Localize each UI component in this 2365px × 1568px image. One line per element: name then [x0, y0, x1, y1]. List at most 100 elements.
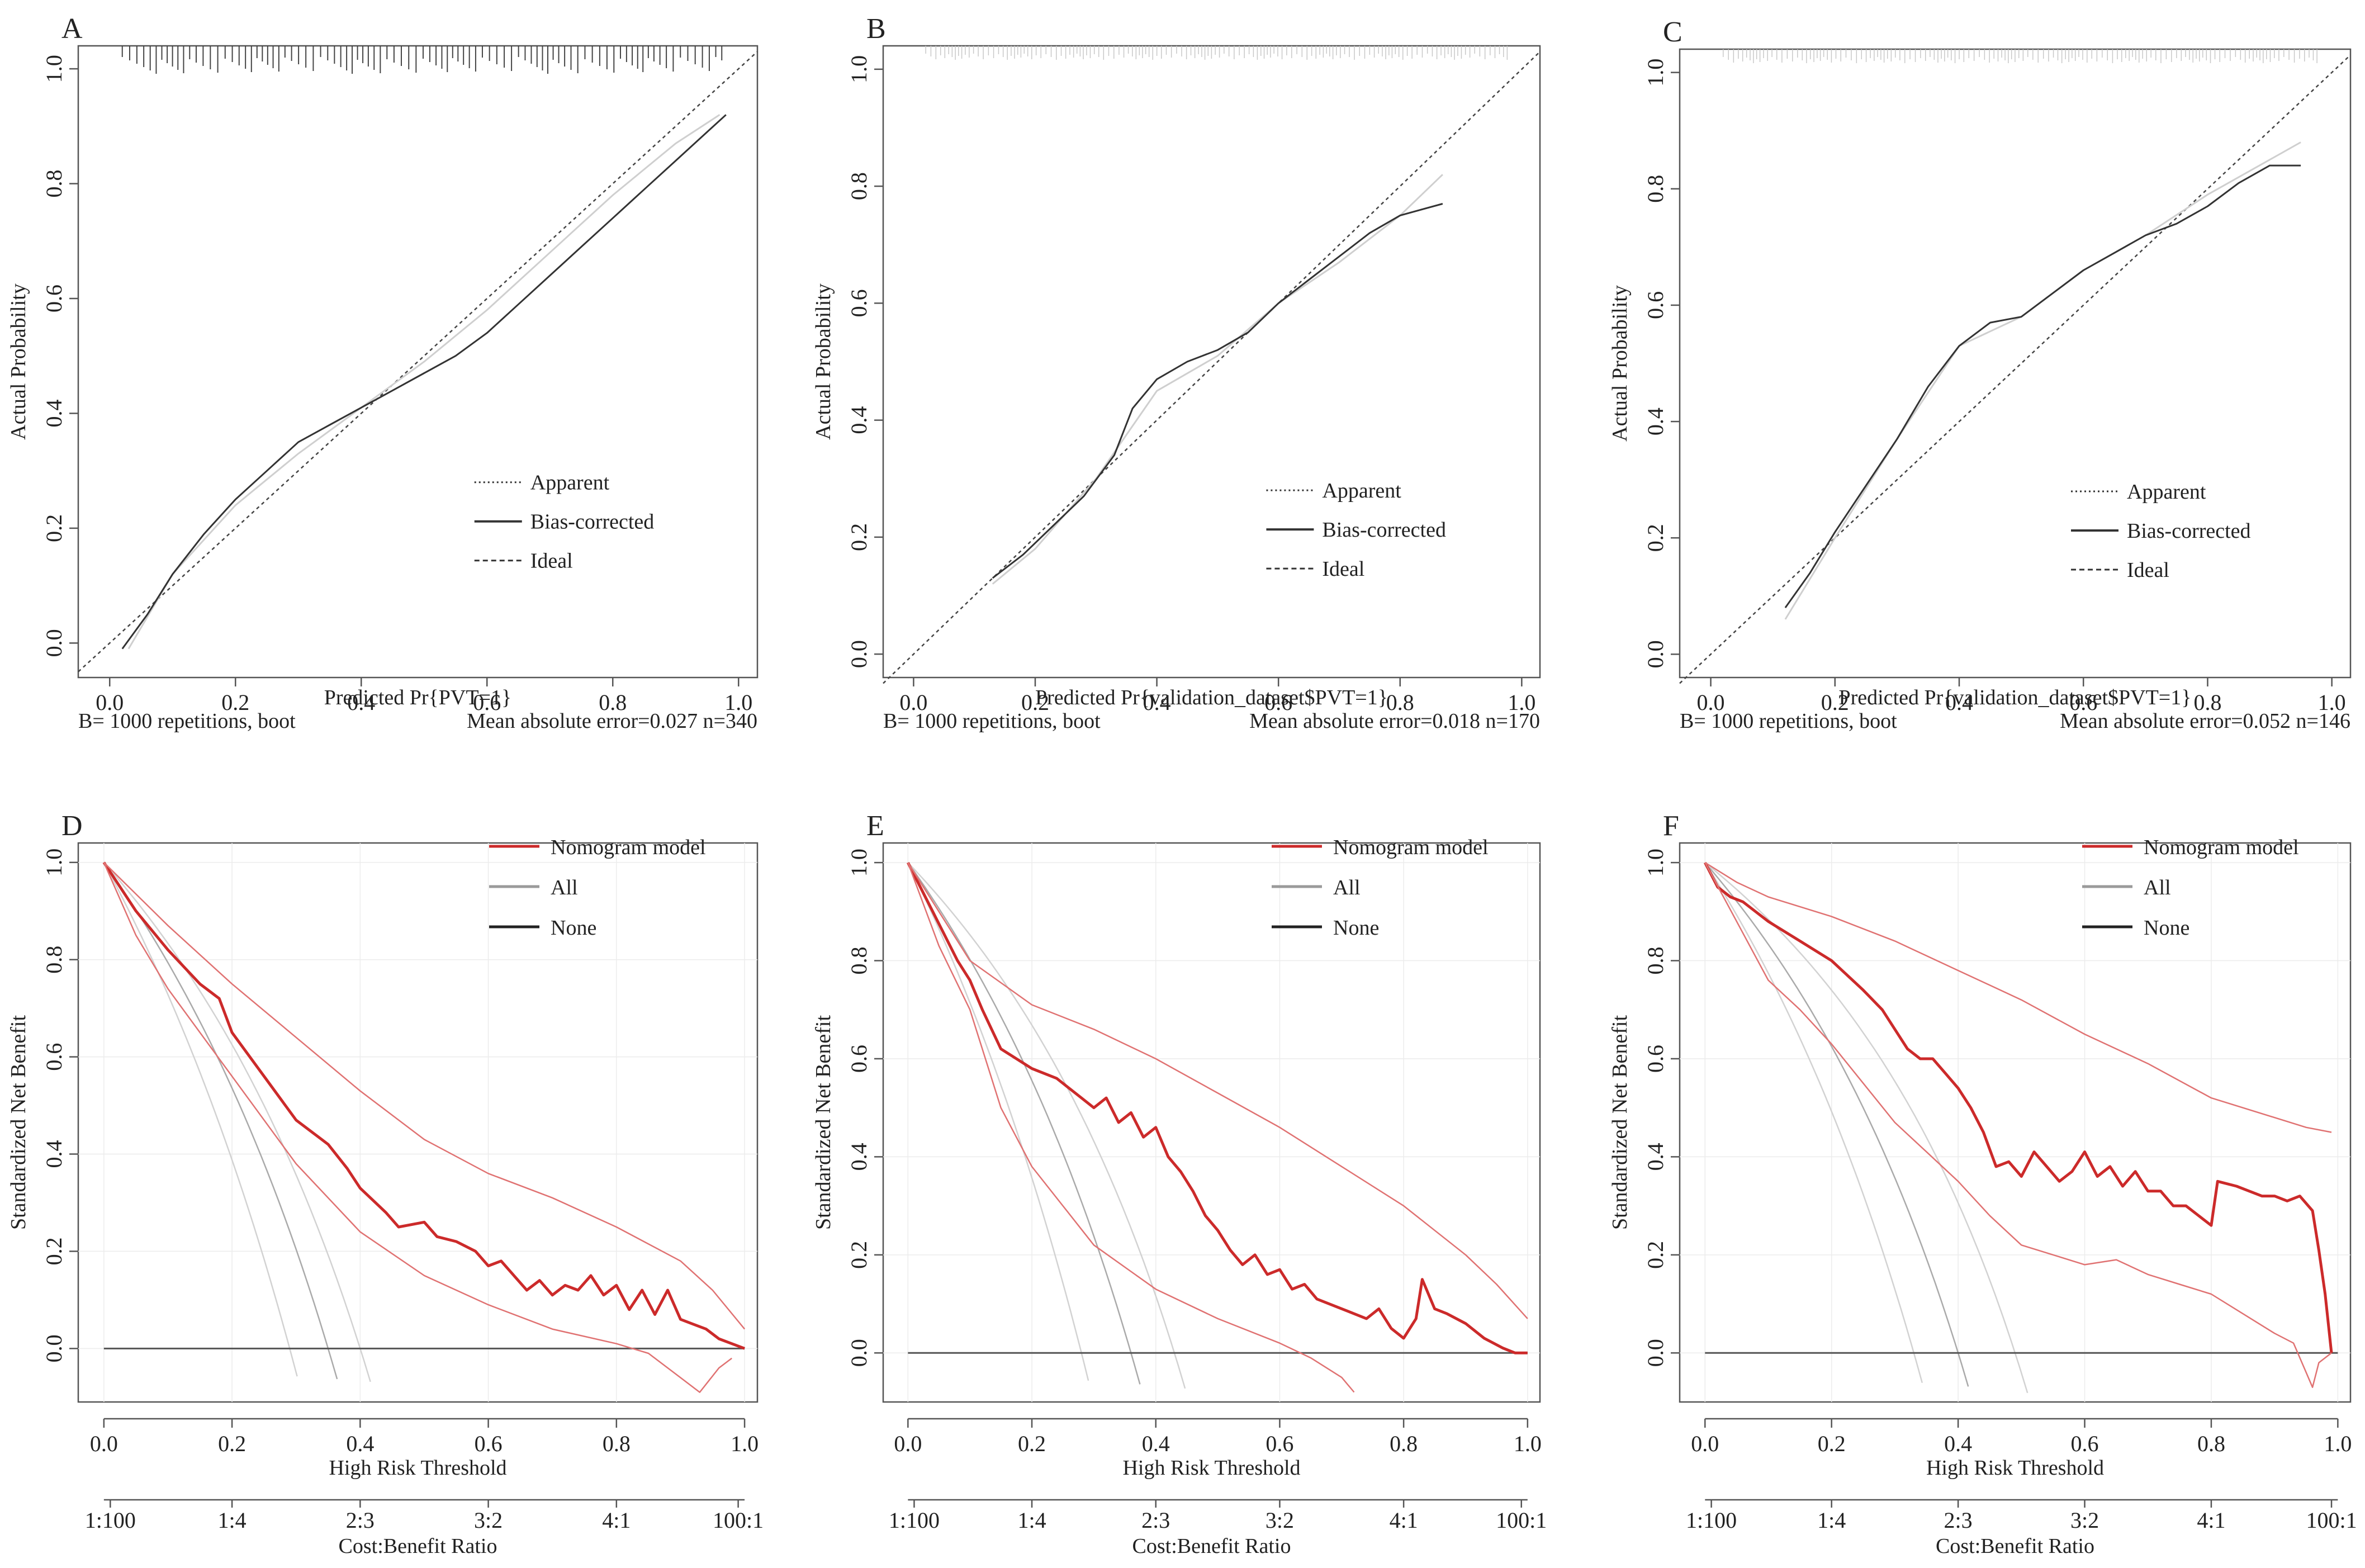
x-tick-label: 0.4	[1142, 1431, 1170, 1456]
panel-label: E	[866, 810, 884, 842]
bias-corrected-line	[1784, 164, 2301, 608]
y-tick-label: 0.6	[1643, 1045, 1668, 1073]
y-tick-label: 0.2	[41, 1237, 67, 1265]
nomogram-ci-lower	[103, 862, 732, 1393]
panel-b: B 0.0 0.2 0.4 0.6 0.8 1.0 0.0 0.2 0.4 0.6 0.8 1.0 Pre…	[812, 13, 1541, 733]
x-axis-label: Predicted Pr{validation_dataset$PVT=1}	[1035, 686, 1388, 709]
plot-frame	[77, 842, 759, 1403]
y-tick-label: 1.0	[41, 849, 67, 877]
legend-label: None	[2144, 916, 2189, 940]
plot-frame	[1679, 842, 2352, 1403]
y-tick-label: 0.8	[846, 172, 871, 200]
legend-label: None	[551, 916, 596, 940]
x-tick-label: 0.2	[1821, 690, 1849, 715]
x-axis: 0.0 0.2 0.4 0.6 0.8 1.0	[899, 678, 1535, 715]
cost-benefit-tick-label: 1:4	[1017, 1508, 1046, 1533]
x-tick-label: 0.8	[2193, 690, 2221, 715]
y-tick-label: 0.0	[846, 1339, 871, 1367]
plot-frame	[882, 45, 1541, 679]
x-axis-label: High Risk Threshold	[1122, 1456, 1300, 1480]
footer-mean-absolute-error: Mean absolute error=0.052 n=146	[2060, 709, 2350, 733]
cost-benefit-axis: 1:100 1:4 2:3 3:2 4:1 100:1 Cost:Benefit Ratio	[889, 1499, 1547, 1558]
legend-label: Bias-corrected	[530, 510, 655, 534]
legend-label: All	[1333, 876, 1361, 899]
y-tick-label: 1.0	[846, 55, 871, 83]
x-tick-label: 0.6	[473, 690, 501, 715]
y-tick-label: 0.2	[41, 514, 67, 542]
cost-benefit-label: Cost:Benefit Ratio	[339, 1534, 497, 1558]
nomogram-ci-upper	[1704, 862, 2332, 1133]
y-tick-label: 0.2	[846, 523, 871, 551]
x-axis-label: High Risk Threshold	[1926, 1456, 2104, 1480]
plot-frame	[1679, 48, 2352, 679]
legend-label: Ideal	[1322, 557, 1364, 581]
ideal-line	[78, 51, 758, 672]
y-tick-label: 0.2	[1643, 524, 1668, 552]
x-tick-label: 1.0	[2318, 690, 2346, 715]
y-tick-label: 0.0	[41, 1334, 67, 1362]
x-axis: 0.0 0.2 0.4 0.6 0.8 1.0	[96, 678, 752, 715]
x-tick-label: 1.0	[731, 1431, 759, 1456]
footer-repetitions: B= 1000 repetitions, boot	[1680, 709, 1897, 733]
legend-label: Nomogram model	[2144, 836, 2299, 859]
x-tick-label: 0.8	[1390, 1431, 1418, 1456]
x-tick-label: 1.0	[1514, 1431, 1542, 1456]
x-tick-label: 0.2	[218, 1431, 246, 1456]
y-tick-label: 0.2	[1643, 1241, 1668, 1269]
all-curves	[907, 862, 1186, 1389]
panel-f: F 0.0 0.2 0.4 0.6 0.8 1.0 0.0 0.2 0.4 0.6 0.8 1.0 Hig…	[1608, 810, 2357, 1558]
y-axis: 0.0 0.2 0.4 0.6 0.8 1.0	[846, 849, 883, 1367]
apparent-line	[992, 174, 1443, 585]
x-axis: 0.0 0.2 0.4 0.6 0.8 1.0	[1697, 678, 2346, 715]
x-tick-label: 0.6	[2071, 1431, 2099, 1456]
x-tick-label: 0.2	[1018, 1431, 1046, 1456]
all-curve	[907, 862, 1141, 1385]
x-tick-label: 0.2	[1021, 690, 1049, 715]
y-tick-label: 0.8	[41, 170, 67, 198]
y-tick-label: 0.8	[1643, 947, 1668, 975]
y-axis-label: Actual Probability	[812, 283, 835, 440]
nomogram-ci-upper	[907, 862, 1528, 1319]
rug-ticks	[1723, 49, 2317, 63]
legend-label: Ideal	[530, 549, 573, 573]
y-axis-label: Actual Probability	[7, 283, 30, 440]
y-axis-label: Standardized Net Benefit	[7, 1015, 30, 1230]
y-tick-label: 0.0	[41, 629, 67, 657]
panel-label: C	[1663, 16, 1682, 48]
bias-corrected-line	[992, 203, 1443, 579]
x-tick-label: 0.2	[1818, 1431, 1846, 1456]
x-axis-label: Predicted Pr{validation_dataset$PVT=1}	[1839, 686, 2192, 709]
legend-label: Ideal	[2127, 558, 2169, 582]
y-tick-label: 0.0	[846, 640, 871, 668]
y-tick-label: 0.6	[1643, 291, 1668, 319]
x-tick-label: 0.8	[1386, 690, 1414, 715]
x-tick-label: 0.0	[1697, 690, 1725, 715]
panel-label: D	[61, 810, 83, 842]
gridlines	[883, 843, 1540, 1402]
all-curve	[103, 861, 371, 1382]
x-axis: 0.0 0.2 0.4 0.6 0.8 1.0	[90, 1418, 759, 1456]
cost-benefit-label: Cost:Benefit Ratio	[1936, 1534, 2094, 1558]
nomogram-line	[102, 861, 745, 1350]
cost-benefit-tick-label: 1:100	[85, 1508, 136, 1533]
legend-label: Nomogram model	[551, 836, 706, 859]
legend: Apparent Bias-corrected Ideal	[1266, 479, 1446, 581]
y-tick-label: 0.4	[41, 399, 67, 427]
x-tick-label: 0.8	[603, 1431, 631, 1456]
panel-c: C 0.0 0.2 0.4 0.6 0.8 1.0 0.0 0.2 0.4 0.6 0.8 1.0 Pre…	[1608, 16, 2352, 733]
y-tick-label: 1.0	[1643, 59, 1668, 87]
plot-frame	[77, 45, 759, 679]
footer-mean-absolute-error: Mean absolute error=0.027 n=340	[467, 709, 757, 733]
y-tick-label: 0.6	[41, 285, 67, 312]
all-curve	[103, 862, 298, 1377]
y-tick-label: 1.0	[846, 849, 871, 877]
y-tick-label: 0.4	[41, 1140, 67, 1168]
x-tick-label: 0.4	[1143, 690, 1171, 715]
y-tick-label: 0.8	[41, 946, 67, 974]
x-tick-label: 0.6	[475, 1431, 503, 1456]
cost-benefit-tick-label: 3:2	[1266, 1508, 1294, 1533]
legend: Apparent Bias-corrected Ideal	[2071, 480, 2251, 582]
bias-corrected-line	[121, 114, 727, 650]
cost-benefit-tick-label: 4:1	[2197, 1508, 2225, 1533]
